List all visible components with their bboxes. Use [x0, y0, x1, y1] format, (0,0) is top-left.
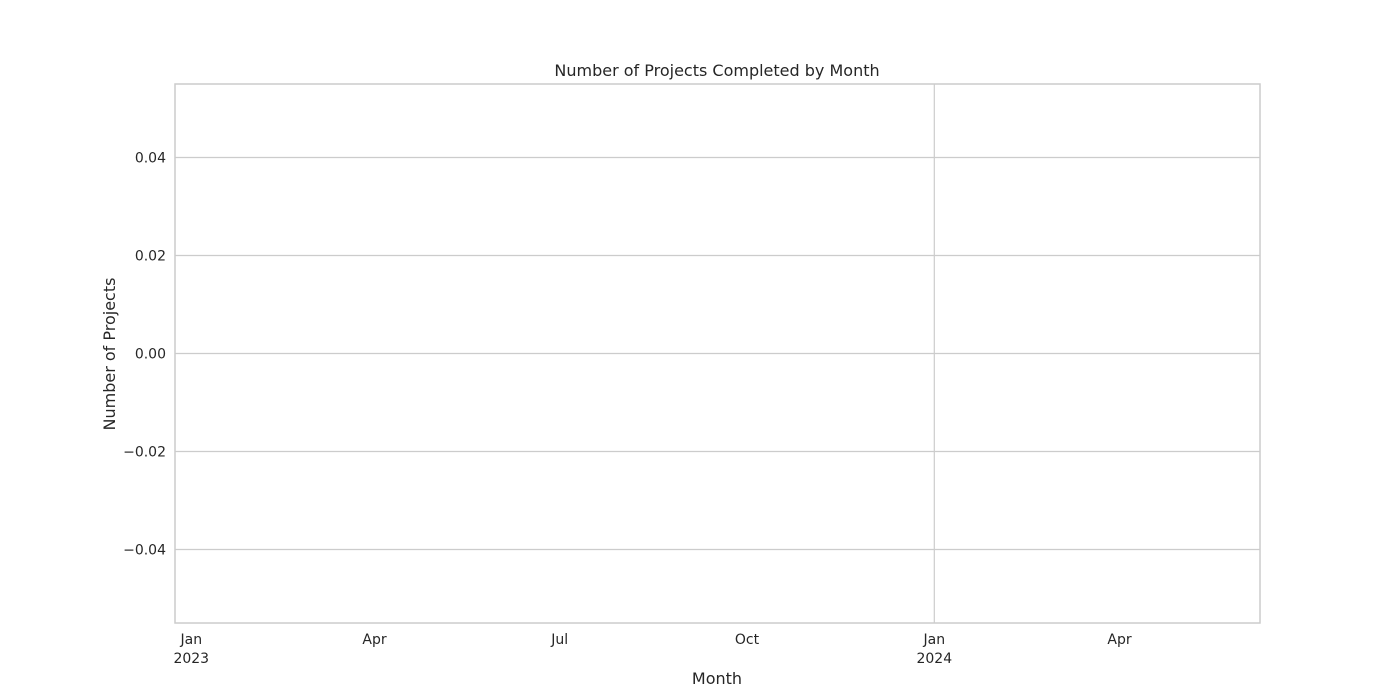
x-tick-label: Apr — [1107, 632, 1131, 648]
y-tick-label: 0.04 — [135, 151, 166, 167]
x-tick-label: Jan — [922, 632, 945, 648]
x-tick-label: Jul — [550, 632, 568, 648]
y-tick-label: −0.04 — [123, 543, 166, 559]
y-tick-labels: −0.04 −0.02 0.00 0.02 0.04 — [123, 151, 166, 559]
y-tick-label: −0.02 — [123, 445, 166, 461]
x-axis-title: Month — [692, 669, 742, 688]
x-tick-label: Apr — [362, 632, 386, 648]
y-axis-title: Number of Projects — [100, 278, 119, 431]
x-tick-label: Jan — [179, 632, 202, 648]
y-gridlines — [175, 156, 1260, 551]
x-tick-sublabel: 2024 — [916, 651, 952, 667]
y-tick-label: 0.00 — [135, 347, 166, 363]
y-tick-label: 0.02 — [135, 249, 166, 265]
x-tick-sublabel: 2023 — [173, 651, 209, 667]
chart-title: Number of Projects Completed by Month — [554, 61, 879, 80]
x-tick-labels: Jan 2023 Apr Jul Oct Jan 2024 Apr — [173, 632, 1131, 667]
x-tick-label: Oct — [735, 632, 760, 648]
